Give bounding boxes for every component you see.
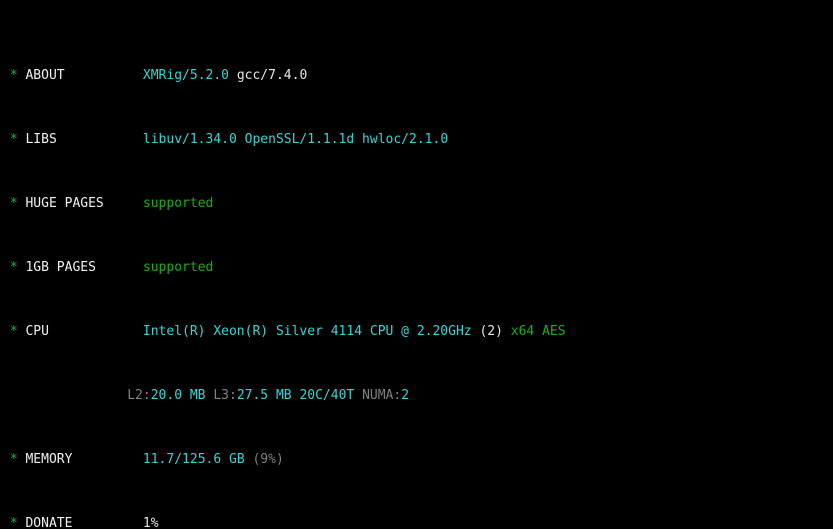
cache-l3-label: L3: — [213, 388, 237, 403]
memory-percent: (9%) — [252, 452, 284, 467]
libs-uv: libuv/1.34.0 — [142, 132, 237, 147]
banner-row-huge-pages: * HUGE PAGES supported — [2, 196, 833, 212]
spacer — [96, 260, 143, 275]
cores-threads: 20C/40T — [299, 388, 355, 403]
bullet-icon: * — [2, 260, 26, 275]
spacer — [49, 324, 143, 339]
bullet-icon: * — [2, 132, 26, 147]
cache-l2-value: 20.0 MB — [150, 388, 206, 403]
banner-row-libs: * LIBS libuv/1.34.0 OpenSSL/1.1.1d hwloc… — [2, 132, 833, 148]
banner-row-1gb-pages: * 1GB PAGES supported — [2, 260, 833, 276]
libs-openssl: OpenSSL/1.1.1d — [244, 132, 355, 147]
spacer — [2, 388, 127, 403]
banner-row-cpu: * CPU Intel(R) Xeon(R) Silver 4114 CPU @… — [2, 324, 833, 340]
banner-label-cpu: CPU — [25, 324, 49, 339]
bullet-icon: * — [2, 516, 26, 529]
spacer — [65, 68, 143, 83]
banner-row-about: * ABOUT XMRig/5.2.0 gcc/7.4.0 — [2, 68, 833, 84]
spacer — [72, 516, 142, 529]
banner-label-about: ABOUT — [25, 68, 65, 83]
memory-value: 11.7/125.6 GB — [142, 452, 245, 467]
about-compiler: gcc/7.4.0 — [236, 68, 308, 83]
numa-value: 2 — [401, 388, 410, 403]
banner-label-huge-pages: HUGE PAGES — [25, 196, 104, 211]
bullet-icon: * — [2, 196, 26, 211]
bullet-icon: * — [2, 68, 26, 83]
spacer — [57, 132, 143, 147]
banner-row-cache: L2:20.0 MB L3:27.5 MB 20C/40T NUMA:2 — [2, 388, 833, 404]
1gb-pages-value: supported — [142, 260, 214, 275]
numa-label: NUMA: — [362, 388, 402, 403]
banner-label-donate: DONATE — [25, 516, 73, 529]
cpu-model: Intel(R) Xeon(R) Silver 4114 CPU @ 2.20G… — [142, 324, 472, 339]
libs-hwloc: hwloc/2.1.0 — [362, 132, 449, 147]
cache-l2-label: L2: — [127, 388, 151, 403]
banner-row-memory: * MEMORY 11.7/125.6 GB (9%) — [2, 452, 833, 468]
banner-label-1gb-pages: 1GB PAGES — [25, 260, 96, 275]
bullet-icon: * — [2, 324, 26, 339]
spacer — [72, 452, 142, 467]
cache-l3-value: 27.5 MB — [236, 388, 292, 403]
huge-pages-value: supported — [142, 196, 214, 211]
about-version: XMRig/5.2.0 — [142, 68, 229, 83]
banner-row-donate: * DONATE 1% — [2, 516, 833, 529]
cpu-aes: AES — [542, 324, 566, 339]
bullet-icon: * — [2, 452, 26, 467]
cpu-arch: x64 — [510, 324, 535, 339]
banner-label-libs: LIBS — [25, 132, 57, 147]
cpu-sockets: (2) — [479, 324, 503, 339]
donate-value: 1% — [142, 516, 159, 529]
spacer — [104, 196, 143, 211]
banner-label-memory: MEMORY — [25, 452, 73, 467]
